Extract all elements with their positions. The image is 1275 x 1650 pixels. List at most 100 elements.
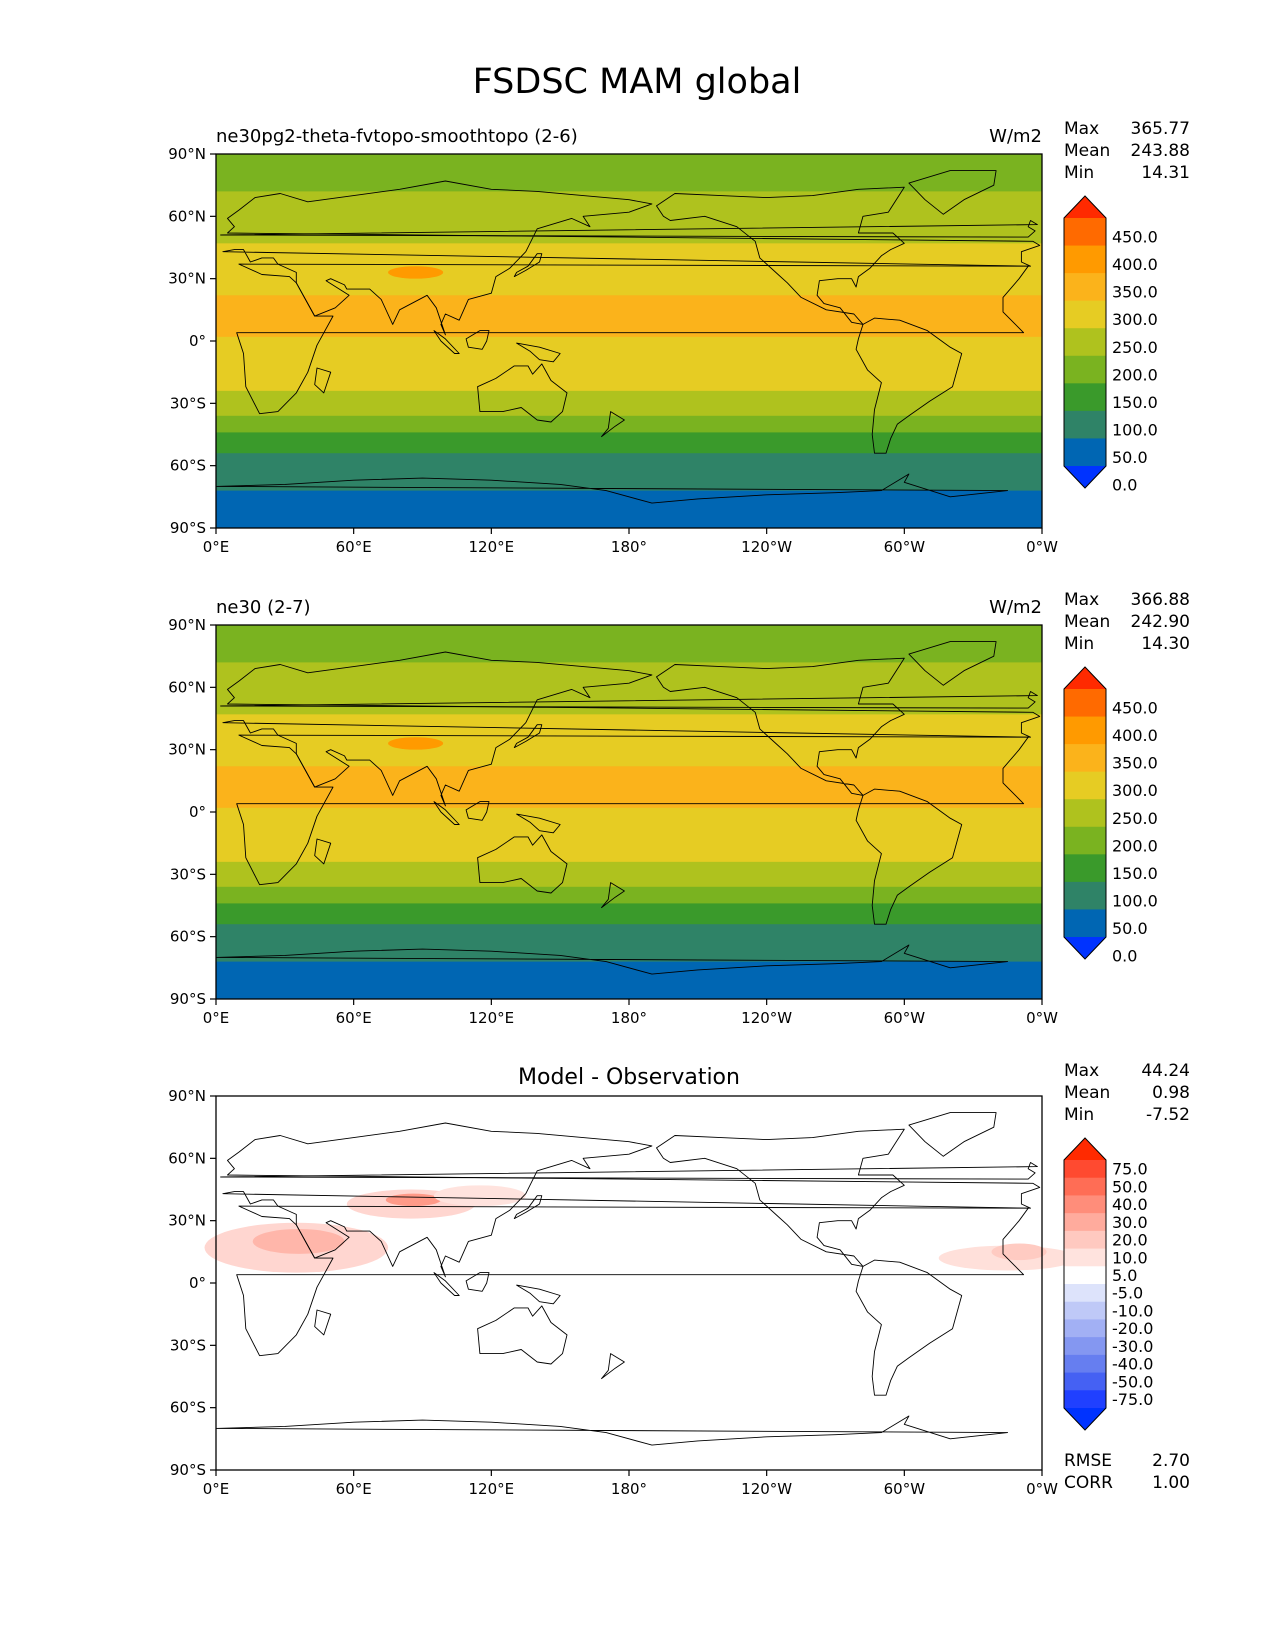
- colorbar-extend-min: [1064, 1408, 1106, 1430]
- eurasia-outline: [222, 1122, 1041, 1278]
- colorbar-label: -20.0: [1112, 1319, 1153, 1338]
- colorbar-extend-min: [1064, 466, 1106, 488]
- colorbar-label: 450.0: [1112, 699, 1158, 718]
- map-background: [216, 1096, 1042, 1470]
- contour-band: [216, 861, 1042, 888]
- greenland-outline: [908, 170, 997, 215]
- colorbar-label: -5.0: [1112, 1284, 1143, 1303]
- lat-tick-label: 0°: [189, 803, 206, 821]
- panel-units: W/m2: [989, 597, 1042, 618]
- contour-band: [216, 490, 1042, 529]
- stat-value-max: 365.77: [1131, 119, 1190, 139]
- lat-tick-label: 90°S: [170, 1461, 206, 1479]
- colorbar-label: 0.0: [1112, 947, 1137, 966]
- colorbar-extend-max: [1064, 1138, 1106, 1160]
- antarctica-outline: [215, 1415, 1009, 1446]
- colorbar-segment: [1064, 273, 1106, 302]
- lon-tick-label: 120°W: [741, 538, 792, 556]
- eurasia-outline: [222, 651, 1041, 807]
- map-area: [215, 154, 1042, 529]
- colorbar-segment: [1064, 1160, 1106, 1179]
- lat-tick-label: 30°N: [168, 1212, 206, 1230]
- madagascar-outline: [314, 367, 332, 394]
- new-guinea-outline: [516, 1284, 561, 1305]
- colorbar-label: -30.0: [1112, 1337, 1153, 1356]
- colorbar-segment: [1064, 854, 1106, 883]
- lat-tick-label: 30°S: [170, 865, 206, 883]
- figure-title: FSDSC MAM global: [473, 62, 802, 102]
- lat-tick-label: 90°S: [170, 990, 206, 1008]
- colorbar-label: 30.0: [1112, 1213, 1148, 1232]
- colorbar-segment: [1064, 799, 1106, 828]
- colorbar-segment: [1064, 218, 1106, 247]
- colorbar-segment: [1064, 438, 1106, 467]
- map-area: [215, 625, 1042, 1000]
- colorbar-segment: [1064, 383, 1106, 412]
- colorbar-label: 200.0: [1112, 836, 1158, 855]
- antarctica-outline: [215, 473, 1009, 504]
- colorbar-label: 450.0: [1112, 228, 1158, 247]
- stat-value-max: 44.24: [1141, 1061, 1190, 1081]
- colorbar-segment: [1064, 1301, 1106, 1320]
- lon-tick-label: 0°E: [203, 538, 230, 556]
- colorbar-outline: [1063, 1137, 1107, 1431]
- colorbar-segment: [1064, 1230, 1106, 1250]
- colorbar-segment: [1064, 355, 1106, 384]
- colorbar-label: 250.0: [1112, 338, 1158, 357]
- panel-left-title: ne30pg2-theta-fvtopo-smoothtopo (2-6): [216, 126, 578, 147]
- stat-label-mean: Mean: [1064, 1083, 1110, 1103]
- contour-band: [216, 961, 1042, 1000]
- lat-tick-label: 30°S: [170, 1336, 206, 1354]
- stat-value-mean: 0.98: [1152, 1083, 1190, 1103]
- south-america-outline: [855, 1259, 963, 1396]
- antarctica-outline: [215, 944, 1009, 975]
- contour-band: [216, 903, 1042, 925]
- colorbar-segment: [1064, 1337, 1106, 1356]
- lon-tick-label: 60°W: [884, 538, 926, 556]
- japan-outline: [513, 724, 543, 749]
- lat-tick-label: 60°N: [168, 207, 206, 225]
- japan-outline: [513, 253, 543, 278]
- panel-center-title: Model - Observation: [518, 1065, 740, 1090]
- africa-outline: [236, 1205, 1029, 1357]
- colorbar-segment: [1064, 1213, 1106, 1232]
- metric-value-corr: 1.00: [1152, 1473, 1190, 1493]
- stat-label-max: Max: [1064, 590, 1099, 610]
- contour-band: [216, 243, 1042, 296]
- colorbar-label: 100.0: [1112, 891, 1158, 910]
- contour-band: [216, 415, 1042, 433]
- colorbar-label: -50.0: [1112, 1372, 1153, 1391]
- lon-tick-label: 60°E: [336, 1009, 372, 1027]
- contour-max-tibet: [388, 266, 444, 279]
- colorbar-segment: [1064, 300, 1106, 329]
- positive-anomaly-atlantic-core: [991, 1243, 1047, 1261]
- lat-tick-label: 60°S: [170, 1399, 206, 1417]
- sumatra-outline: [433, 1272, 460, 1296]
- colorbar-segment: [1064, 1319, 1106, 1338]
- colorbar-segment: [1064, 909, 1106, 938]
- panel-diff: 90°N 60°N 30°N 0° 30°S 60°S 90°S0°E 60°E 120°E 18…: [168, 1061, 1190, 1498]
- colorbar-label: 50.0: [1112, 1177, 1148, 1196]
- south-america-outline: [855, 788, 963, 925]
- contour-band: [216, 295, 1042, 338]
- lat-tick-label: 90°N: [168, 1087, 206, 1105]
- positive-anomaly-mongolia: [433, 1185, 526, 1207]
- lon-tick-label: 60°E: [336, 1480, 372, 1498]
- contour-band: [216, 924, 1042, 963]
- panels: 90°N60°N30°N0°30°S60°S90°S0°E 60°E 120°E 18…: [168, 119, 1190, 1498]
- colorbar: 75.050.040.030.020.010.05.0-5.0-10.0-20.…: [1063, 1137, 1153, 1431]
- colorbar-segment: [1064, 245, 1106, 274]
- contour-band: [216, 336, 1042, 392]
- lat-tick-label: 30°N: [168, 270, 206, 288]
- lat-tick-label: 60°S: [170, 457, 206, 475]
- greenland-outline: [908, 641, 997, 686]
- colorbar-label: 300.0: [1112, 310, 1158, 329]
- stat-value-mean: 242.90: [1131, 612, 1190, 632]
- colorbar-segment: [1064, 1354, 1106, 1374]
- colorbar-label: 300.0: [1112, 781, 1158, 800]
- contour-band: [216, 453, 1042, 492]
- colorbar-label: -75.0: [1112, 1390, 1153, 1409]
- contour-band: [216, 432, 1042, 454]
- colorbar-extend-max: [1064, 196, 1106, 218]
- colorbar-label: 0.0: [1112, 476, 1137, 495]
